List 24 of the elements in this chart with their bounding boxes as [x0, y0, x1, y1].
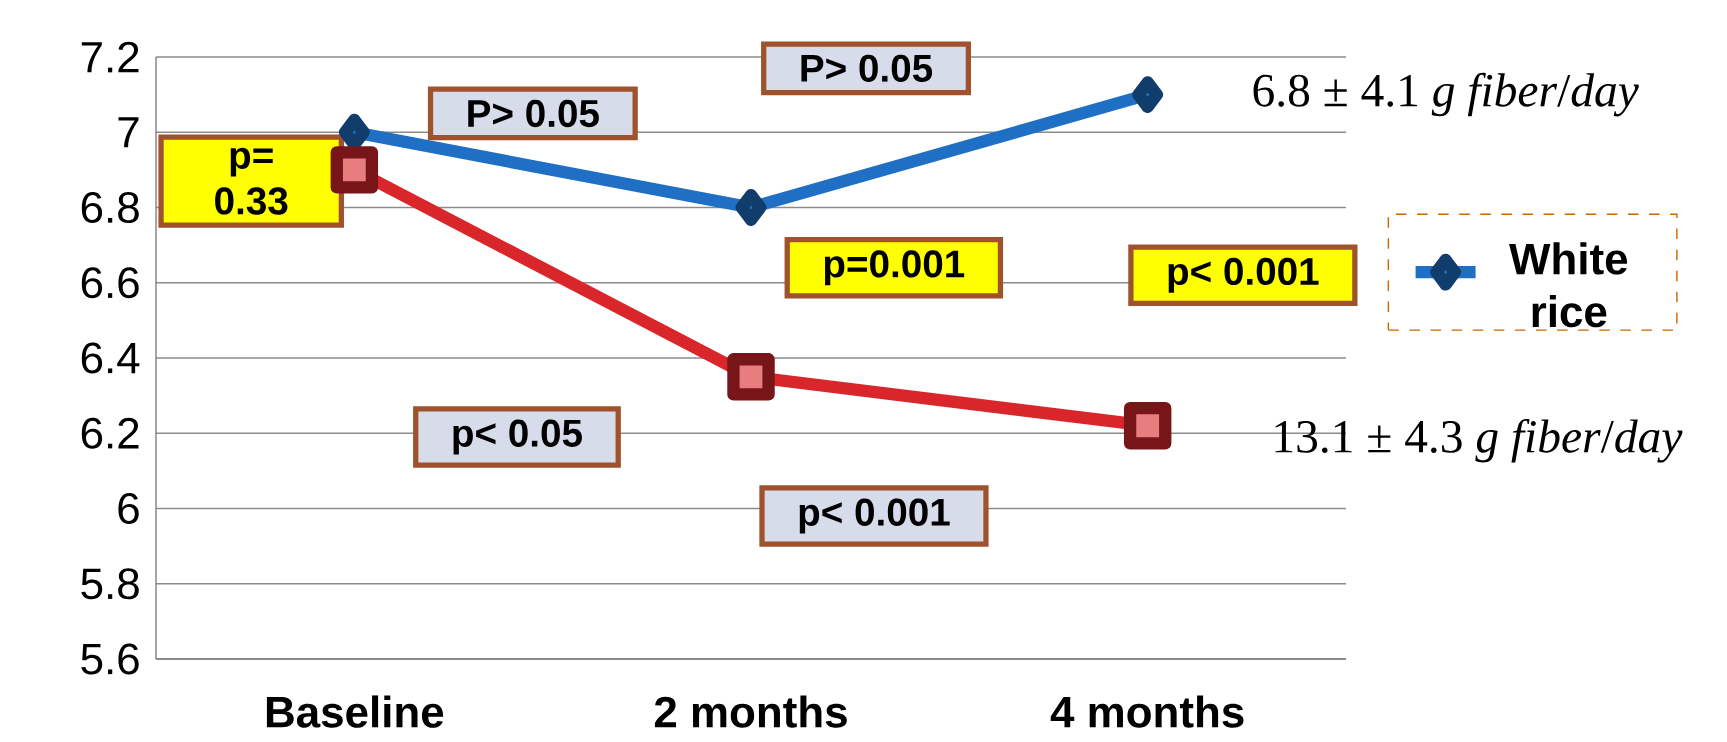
annotation: p= 0.33	[215, 147, 288, 215]
y-tick-label: 6.8	[81, 191, 139, 223]
annotation: p< 0.001	[799, 498, 950, 534]
annotation: 13.1 ± 4.3 g fiber/day	[1275, 418, 1683, 463]
y-tick-label: 5.8	[81, 568, 139, 600]
annotation: 6.8 ± 4.1 g fiber/day	[1253, 72, 1639, 117]
point	[1132, 76, 1164, 113]
annotation: p=0.001	[824, 250, 965, 286]
point	[735, 188, 767, 226]
y-tick-label: 5.6	[81, 643, 139, 675]
x-tick-label: 4 months	[1050, 695, 1244, 728]
y-tick-label: 6.2	[81, 417, 139, 449]
legend-label: White rice	[1509, 242, 1628, 328]
y-tick-label: 6	[118, 492, 139, 524]
y-tick-label: 6.4	[81, 342, 140, 374]
y-tick-label: 7	[118, 116, 139, 148]
x-tick-label: 2 months	[654, 695, 847, 728]
y-tick-label: 6.6	[81, 267, 139, 299]
annotation: p< 0.001	[1168, 257, 1319, 293]
x-tick-label: Baseline	[266, 695, 444, 728]
y-tick-label: 7.2	[81, 41, 139, 73]
annotation: P> 0.05	[801, 54, 933, 82]
annotation: p< 0.05	[453, 419, 582, 455]
annotation: P> 0.05	[468, 99, 599, 127]
